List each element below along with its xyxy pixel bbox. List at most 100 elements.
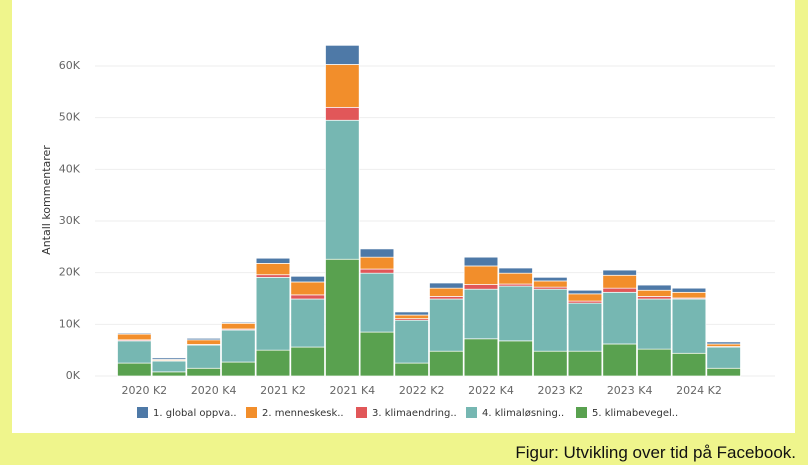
x-tick-label: 2023 K2: [537, 384, 583, 397]
bar-segment: [221, 329, 256, 363]
legend-swatch: [576, 407, 587, 418]
legend-label: 1. global oppva..: [153, 408, 237, 419]
bar-segment: [325, 258, 360, 377]
legend-label: 3. klimaendring..: [372, 408, 457, 419]
x-tick-label: 2022 K4: [468, 384, 514, 397]
chart: Antall kommentarer 0K 10K 20K 30K 40K 50K 60K 2…: [40, 44, 775, 419]
bar-segment: [186, 337, 221, 341]
bar-segment: [637, 296, 672, 300]
bar-segment: [290, 281, 325, 296]
bar-segment: [533, 288, 568, 352]
bar-segment: [602, 274, 637, 289]
x-tick-label: 2020 K4: [191, 384, 237, 397]
bar-segment: [255, 263, 291, 276]
bar-segment: [463, 256, 499, 267]
bar-segment: [186, 339, 221, 345]
bar-segment: [117, 332, 152, 335]
x-tick-label: 2020 K2: [121, 384, 167, 397]
bar-segment: [533, 350, 568, 377]
bar-segment: [429, 282, 464, 289]
y-tick-label: 20K: [59, 266, 81, 279]
bar-segment: [671, 287, 707, 293]
bar-segment: [637, 298, 672, 350]
bar-segment: [290, 294, 325, 300]
bar-segment: [186, 367, 221, 377]
bar-segment: [463, 284, 499, 290]
legend-swatch: [466, 407, 477, 418]
bar-segment: [117, 333, 152, 341]
bar-segment: [359, 248, 395, 258]
x-tick-label: 2021 K2: [260, 384, 306, 397]
bar-segment: [325, 106, 360, 121]
bar-segment: [498, 340, 533, 377]
bar-segment: [706, 367, 741, 377]
y-tick-label: 50K: [59, 111, 81, 124]
bar-segment: [706, 341, 741, 345]
legend-swatch: [356, 407, 367, 418]
bar-segment: [221, 321, 256, 324]
x-tick-label: 2021 K4: [329, 384, 375, 397]
bar-segment: [463, 288, 499, 340]
bar-segment: [255, 274, 291, 278]
bar-segment: [325, 64, 360, 108]
bar-segment: [533, 276, 568, 282]
bar-segment: [671, 352, 707, 377]
bar-segment: [394, 314, 429, 319]
bar-segment: [706, 343, 741, 347]
y-axis-label: Antall kommentarer: [40, 145, 53, 255]
bar-segment: [567, 289, 603, 295]
y-tick-label: 40K: [59, 162, 81, 175]
y-tick-label: 60K: [59, 59, 81, 72]
bar-segment: [151, 357, 187, 360]
bar-segment: [394, 311, 429, 316]
bar-segment: [602, 291, 637, 345]
bar-segment: [567, 293, 603, 302]
x-tick-label: 2023 K4: [607, 384, 653, 397]
bar-segment: [463, 265, 499, 285]
bar-segment: [602, 269, 637, 276]
bar-segment: [429, 287, 464, 297]
bar-segment: [498, 272, 533, 285]
bar-segment: [671, 298, 707, 354]
bar-segment: [359, 268, 395, 274]
bar-segment: [221, 361, 256, 377]
bar-segment: [255, 349, 291, 377]
x-tick-label: 2024 K2: [676, 384, 722, 397]
bar-segment: [117, 362, 152, 377]
bar-segment: [394, 362, 429, 377]
bar-segment: [151, 360, 187, 373]
bar-segment: [394, 319, 429, 364]
bar-segment: [637, 348, 672, 377]
legend-swatch: [137, 407, 148, 418]
bar-segment: [498, 285, 533, 342]
bar-segment: [325, 119, 360, 260]
bar-segment: [151, 371, 187, 377]
bar-segment: [359, 331, 395, 377]
bar-segment: [637, 289, 672, 297]
bar-segment: [290, 346, 325, 377]
legend-label: 5. klimabevegel..: [592, 408, 678, 419]
y-tick-label: 30K: [59, 214, 81, 227]
bar-segment: [671, 291, 707, 299]
bar-segment: [117, 340, 152, 364]
bar-segment: [429, 296, 464, 300]
bar-segment: [567, 302, 603, 352]
bar-segment: [290, 275, 325, 283]
legend-label: 4. klimaløsning..: [482, 408, 564, 419]
bar-segment: [567, 350, 603, 377]
x-tick-label: 2022 K2: [399, 384, 445, 397]
bar-segment: [533, 280, 568, 288]
bar-segment: [637, 284, 672, 291]
bar-segment: [325, 44, 360, 65]
caption: Figur: Utvikling over tid på Facebook.: [515, 443, 796, 462]
legend-swatch: [246, 407, 257, 418]
bar-segment: [359, 272, 395, 333]
bar-segment: [706, 346, 741, 369]
bar-segment: [602, 287, 637, 293]
bar-segment: [186, 344, 221, 369]
bar-segment: [429, 350, 464, 377]
bar-segment: [602, 343, 637, 377]
bar-segment: [255, 257, 291, 264]
legend-label: 2. menneskesk..: [262, 408, 344, 419]
